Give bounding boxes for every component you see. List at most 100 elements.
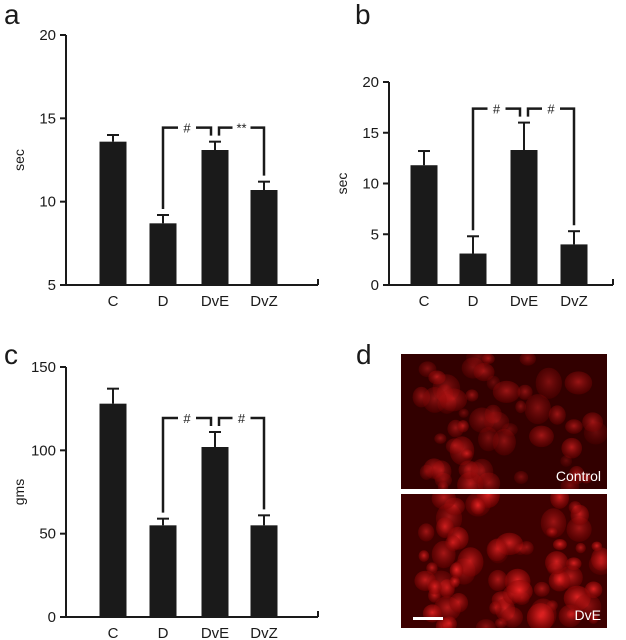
- cell-body: [529, 598, 557, 628]
- significance-label-bg: [542, 100, 560, 117]
- cell-body: [588, 553, 607, 575]
- cell-body: [470, 458, 494, 485]
- category-label: D: [158, 625, 169, 640]
- cell-body: [501, 606, 523, 628]
- y-tick-label: 15: [39, 110, 56, 127]
- cell-body: [487, 538, 509, 564]
- bar: [149, 223, 177, 285]
- bar: [250, 525, 278, 617]
- significance-label: #: [183, 411, 191, 426]
- y-tick-label: 10: [362, 176, 379, 193]
- significance-label-bg: [178, 119, 196, 136]
- cell-body: [514, 471, 529, 484]
- panel-letter: d: [356, 339, 372, 370]
- micrograph-dve: DvE: [401, 494, 607, 628]
- chart-panel-a: a 5 10 15 20 sec C D DvE DvZ # **: [4, 0, 319, 310]
- cell-body: [441, 616, 457, 628]
- bar: [201, 447, 229, 617]
- panel-letter: a: [4, 0, 20, 30]
- y-tick-label: 20: [39, 27, 56, 44]
- cell-body: [431, 460, 452, 483]
- scale-bar: [413, 617, 443, 620]
- cell-body: [445, 535, 461, 552]
- cell-body: [489, 601, 502, 615]
- cell-body: [431, 494, 456, 510]
- significance-label-bg: [232, 119, 251, 136]
- cell-body: [524, 394, 552, 425]
- cell-body: [445, 438, 464, 454]
- cell-body: [574, 593, 602, 621]
- category-label: D: [158, 293, 169, 310]
- cell-body: [434, 433, 447, 444]
- cell-body: [517, 384, 533, 400]
- bar: [510, 150, 538, 285]
- cell-body: [494, 618, 507, 628]
- cell-body: [552, 538, 567, 551]
- cell-body: [548, 405, 566, 425]
- cell-body: [560, 455, 573, 467]
- cell-body: [418, 523, 435, 542]
- bar: [99, 403, 127, 617]
- cell-body: [476, 619, 496, 628]
- significance-label-bg: [487, 100, 506, 117]
- cell-body: [481, 354, 495, 365]
- y-tick-label: 0: [48, 609, 56, 626]
- cell-body: [546, 527, 558, 537]
- y-tick-label: 5: [48, 277, 56, 294]
- significance-label: **: [236, 121, 246, 136]
- category-label: DvZ: [560, 293, 588, 310]
- cell-body: [470, 497, 486, 515]
- significance-label-bg: [232, 410, 251, 426]
- cell-body: [582, 412, 604, 432]
- y-tick-label: 10: [39, 194, 56, 211]
- cell-body: [449, 593, 469, 613]
- y-tick-label: 100: [31, 442, 56, 459]
- cell-body: [488, 569, 508, 592]
- category-label: DvE: [510, 293, 538, 310]
- category-label: D: [468, 293, 479, 310]
- cell-body: [457, 420, 469, 433]
- micrograph-label: DvE: [575, 607, 601, 623]
- cell-body: [426, 562, 438, 575]
- y-tick-label: 150: [31, 359, 56, 376]
- micrograph-divider: [401, 489, 607, 494]
- cell-body: [439, 388, 468, 412]
- cell-body: [545, 551, 569, 575]
- cell-body: [418, 361, 437, 378]
- cell-body: [473, 362, 495, 382]
- bar: [459, 253, 487, 285]
- cell-body: [460, 449, 473, 459]
- cell-body: [458, 408, 469, 418]
- cell-body: [568, 465, 585, 485]
- panel-letter: c: [4, 339, 18, 370]
- cell-body: [519, 354, 536, 366]
- cell-body: [418, 550, 430, 562]
- panel-letter: b: [355, 0, 371, 30]
- chart-panel-b: b 0 5 10 15 20 sec C D DvE DvZ # #: [334, 0, 614, 310]
- bar: [201, 150, 229, 285]
- chart-panel-c: c 0 50 100 150 gms C D DvE DvZ # #: [4, 339, 319, 640]
- cell-body: [565, 419, 583, 434]
- y-axis-title: sec: [11, 149, 27, 171]
- category-label: DvE: [201, 293, 229, 310]
- cell-body: [564, 371, 593, 395]
- cell-body: [506, 579, 533, 603]
- significance-label: #: [493, 102, 501, 117]
- cell-body: [457, 547, 484, 577]
- y-tick-label: 5: [371, 226, 379, 243]
- micrograph-control: Control: [401, 354, 607, 489]
- cell-body: [548, 570, 571, 592]
- cell-body: [449, 576, 460, 588]
- category-label: DvZ: [250, 625, 278, 640]
- cell-body: [449, 562, 464, 579]
- category-label: DvZ: [250, 293, 278, 310]
- y-axis-title: sec: [334, 173, 350, 195]
- category-label: C: [108, 625, 119, 640]
- y-tick-label: 20: [362, 74, 379, 91]
- cell-body: [533, 581, 550, 597]
- bar: [410, 165, 438, 285]
- micrograph-panel: d Control DvE: [356, 339, 607, 628]
- cell-body: [422, 387, 447, 413]
- y-tick-label: 50: [39, 526, 56, 543]
